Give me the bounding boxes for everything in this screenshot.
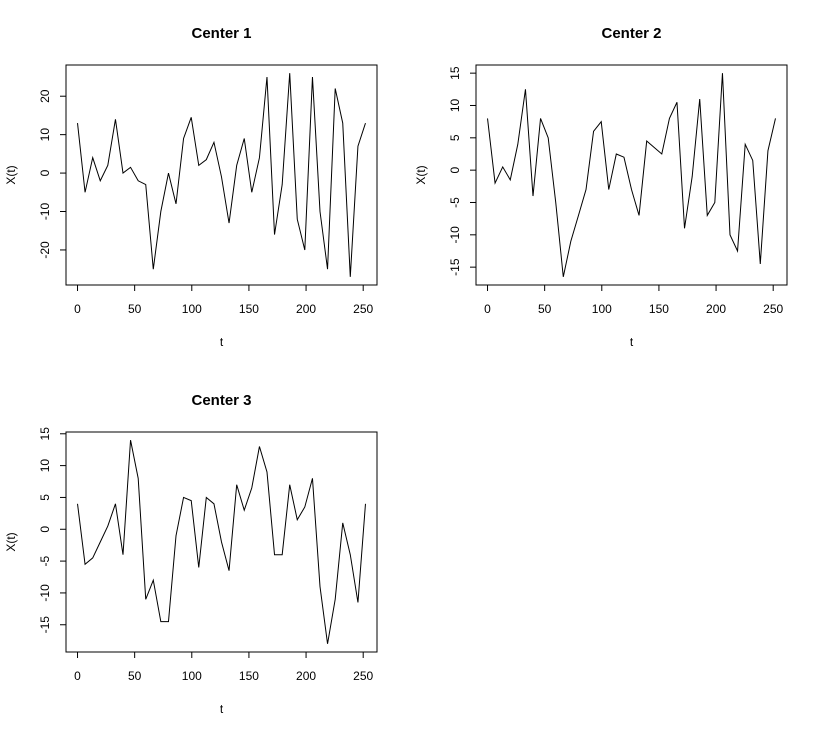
x-tick-label: 250	[353, 669, 373, 683]
plot-frame	[65, 64, 378, 286]
y-tick-label: -20	[38, 241, 52, 259]
x-axis-label: t	[630, 335, 634, 349]
x-tick-label: 50	[538, 302, 552, 316]
x-tick-label: 250	[353, 302, 373, 316]
x-tick-label: 0	[74, 302, 81, 316]
y-tick-label: 10	[38, 128, 52, 142]
x-tick-label: 0	[484, 302, 491, 316]
y-tick-label: -5	[38, 555, 52, 566]
x-axis-label: t	[220, 335, 224, 349]
data-line	[77, 440, 366, 644]
data-line	[487, 73, 776, 277]
y-tick-label: 10	[448, 98, 462, 112]
y-axis-label: X(t)	[4, 532, 18, 551]
x-tick-label: 200	[706, 302, 726, 316]
y-axis-label: X(t)	[4, 165, 18, 184]
data-line	[77, 73, 366, 277]
x-tick-label: 100	[182, 669, 202, 683]
y-tick-label: -10	[38, 203, 52, 221]
y-tick-label: 15	[448, 66, 462, 80]
y-tick-label: -10	[38, 584, 52, 602]
y-axis-label: X(t)	[414, 165, 428, 184]
y-tick-label: 5	[38, 494, 52, 501]
x-tick-label: 250	[763, 302, 783, 316]
y-tick-label: 15	[38, 427, 52, 441]
y-tick-label: -5	[448, 197, 462, 208]
x-tick-label: 200	[296, 669, 316, 683]
x-tick-label: 50	[128, 669, 142, 683]
x-tick-label: 200	[296, 302, 316, 316]
x-tick-label: 150	[649, 302, 669, 316]
y-tick-label: 0	[38, 526, 52, 533]
y-tick-label: -10	[448, 226, 462, 244]
plot-frame	[475, 64, 788, 286]
x-tick-label: 150	[239, 302, 259, 316]
y-tick-label: 0	[38, 169, 52, 176]
x-tick-label: 50	[128, 302, 142, 316]
x-axis-label: t	[220, 702, 224, 716]
chart-title: Center 3	[191, 392, 251, 409]
plot-frame	[65, 431, 378, 653]
x-tick-label: 150	[239, 669, 259, 683]
x-tick-label: 100	[182, 302, 202, 316]
y-tick-label: -15	[38, 616, 52, 634]
y-tick-label: 5	[448, 134, 462, 141]
y-tick-label: 20	[38, 89, 52, 103]
x-tick-label: 100	[592, 302, 612, 316]
y-tick-label: 10	[38, 459, 52, 473]
y-tick-label: 0	[448, 166, 462, 173]
y-tick-label: -15	[448, 258, 462, 276]
chart-title: Center 1	[191, 25, 251, 42]
chart-title: Center 2	[601, 25, 661, 42]
x-tick-label: 0	[74, 669, 81, 683]
